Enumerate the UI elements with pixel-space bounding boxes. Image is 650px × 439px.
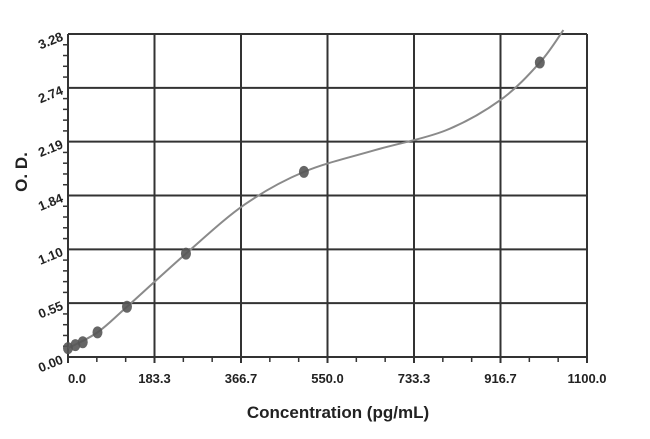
x-tick-label: 366.7 [225,371,258,386]
fitted-curve [67,29,565,350]
y-tick-label: 1.84 [36,190,66,214]
x-tick-label: 0.0 [68,371,86,386]
data-points [63,56,545,355]
y-tick-label: 3.28 [36,29,65,52]
x-axis-ticks: 0.0 183.3 366.7 550.0 733.3 916.7 1100.0 [68,371,607,386]
y-axis-label: O. D. [12,152,31,192]
data-point [92,326,103,339]
y-tick-label: 1.10 [36,244,65,267]
fitted-curve-group [67,29,565,350]
x-tick-label: 733.3 [398,371,431,386]
data-point [298,165,309,178]
y-axis-ticks: 0.00 0.55 1.10 1.84 2.19 2.74 3.28 [36,29,66,375]
data-point [180,247,191,260]
data-point [77,336,88,349]
y-tick-label: 2.19 [36,137,65,160]
data-point [121,300,132,313]
x-tick-label: 183.3 [138,371,171,386]
y-tick-label: 0.00 [36,352,65,375]
x-axis-label: Concentration (pg/mL) [247,403,429,422]
data-point [534,56,545,69]
x-tick-label: 550.0 [311,371,344,386]
grid [63,33,588,363]
y-tick-label: 0.55 [36,298,65,321]
y-tick-label: 2.74 [36,82,66,106]
x-tick-label: 1100.0 [567,371,606,386]
x-tick-label: 916.7 [484,371,517,386]
